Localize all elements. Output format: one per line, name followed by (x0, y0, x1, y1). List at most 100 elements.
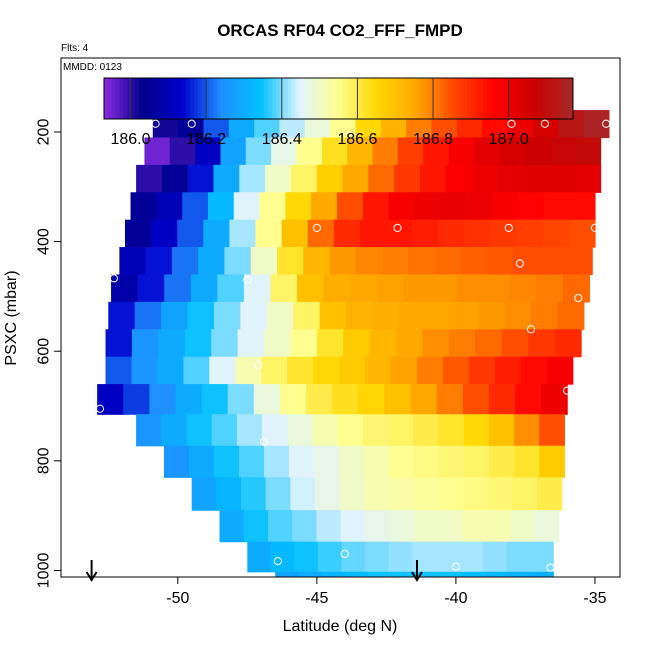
heatmap-cell (191, 477, 217, 511)
heatmap-cell (294, 541, 319, 573)
colorbar-swatch (455, 78, 461, 119)
colorbar-swatch (377, 78, 382, 119)
colorbar-swatch (510, 78, 515, 119)
colorbar-swatch (256, 78, 261, 119)
heatmap-cell (229, 219, 257, 248)
colorbar-swatch (354, 78, 359, 119)
heatmap-cell (175, 384, 203, 415)
heatmap-cell (514, 445, 540, 478)
colorbar-swatch (416, 78, 422, 119)
heatmap-cell (575, 137, 602, 166)
colorbar-swatch (209, 78, 214, 119)
colorbar-tick-label: 186.6 (337, 131, 377, 148)
colorbar-swatch (483, 78, 488, 119)
heatmap-cell (213, 445, 240, 478)
heatmap-cell (303, 247, 331, 276)
colorbar-swatch (135, 78, 140, 119)
colorbar-swatch (322, 78, 328, 119)
colorbar-swatch (197, 78, 203, 119)
colorbar-swatch (104, 78, 109, 119)
colorbar-swatch (143, 78, 148, 119)
heatmap-cell (461, 510, 487, 543)
heatmap-cell (136, 164, 163, 193)
heatmap-cell (186, 414, 213, 447)
x-tick-label: -40 (444, 590, 467, 607)
heatmap-cell (536, 477, 563, 511)
colorbar-swatch (397, 78, 402, 119)
heatmap-cell (445, 164, 473, 193)
x-axis: -50 -45 -40 -35 (166, 577, 607, 607)
heatmap-cell (494, 356, 522, 385)
colorbar-swatch (420, 78, 425, 119)
heatmap-cell (565, 247, 593, 276)
x-tick-label: -35 (583, 590, 606, 607)
heatmap-cell (267, 510, 293, 543)
heatmap-cell (182, 192, 209, 221)
heatmap-cell (108, 301, 136, 330)
heatmap-cell (266, 301, 294, 330)
colorbar-swatch (303, 78, 308, 119)
heatmap-cell (279, 384, 307, 415)
heatmap-cell (188, 445, 215, 478)
colorbar-swatch (424, 78, 429, 119)
heatmap-cell (270, 274, 298, 303)
heatmap-cell (164, 274, 192, 303)
heatmap-cell (259, 192, 286, 221)
heatmap-cell (317, 541, 343, 573)
heatmap-cell (440, 192, 467, 221)
heatmap-cell (217, 274, 245, 303)
sample-point (565, 467, 575, 476)
colorbar-swatch (268, 78, 273, 119)
heatmap-cell (187, 164, 215, 193)
colorbar-swatch (326, 78, 332, 119)
colorbar-swatch (440, 78, 445, 119)
colorbar-swatch (385, 78, 390, 119)
heatmap-cell (265, 164, 292, 193)
heatmap-cell (438, 414, 465, 447)
heatmap-cell (557, 301, 585, 330)
sample-point (515, 259, 524, 268)
colorbar-swatch (146, 78, 152, 119)
heatmap-cell (416, 356, 444, 385)
colorbar-ticks: 186.0 186.2 186.4 186.6 186.8 187.0 (110, 78, 529, 148)
heatmap-cell (413, 477, 439, 511)
heatmap-cell (161, 414, 188, 447)
colorbar-swatch (471, 78, 476, 119)
arrows (85, 560, 423, 582)
colorbar-swatch (428, 78, 433, 119)
heatmap-cell (340, 510, 366, 543)
heatmap-cell (396, 329, 424, 358)
colorbar-swatch (393, 78, 398, 119)
heatmap-cell (486, 510, 511, 543)
heatmap-cell (137, 274, 165, 303)
colorbar-swatch (166, 78, 171, 119)
heatmap-cell (513, 414, 540, 447)
sample-points (95, 119, 611, 572)
heatmap-cell (316, 510, 342, 543)
heatmap-cell (460, 571, 485, 577)
heatmap-cell (397, 137, 424, 166)
colorbar-swatch (213, 78, 218, 119)
sample-point (601, 119, 611, 128)
heatmap-cell (290, 477, 316, 511)
heatmap-cell (262, 414, 288, 447)
colorbar-swatch (244, 78, 250, 119)
sample-point (563, 386, 572, 395)
heatmap-cell (261, 356, 288, 385)
heatmap-cell (419, 164, 447, 193)
heatmap-cell (372, 137, 399, 166)
heatmap-cell (321, 571, 346, 577)
colorbar-swatch (260, 78, 265, 119)
colorbar-tick-label: 186.0 (110, 131, 150, 148)
colorbar-swatch (264, 78, 269, 119)
heatmap-cell (583, 110, 610, 139)
colorbar-swatch (174, 78, 179, 119)
heatmap-cell (460, 247, 488, 276)
heatmap-cell (478, 301, 506, 330)
chart-title: ORCAS RF04 CO2_FFF_FMPD (217, 21, 463, 40)
colorbar-swatch (139, 78, 144, 119)
heatmap-cell (389, 510, 415, 543)
heatmap-cell (177, 219, 204, 248)
heatmap-cell (372, 301, 400, 330)
